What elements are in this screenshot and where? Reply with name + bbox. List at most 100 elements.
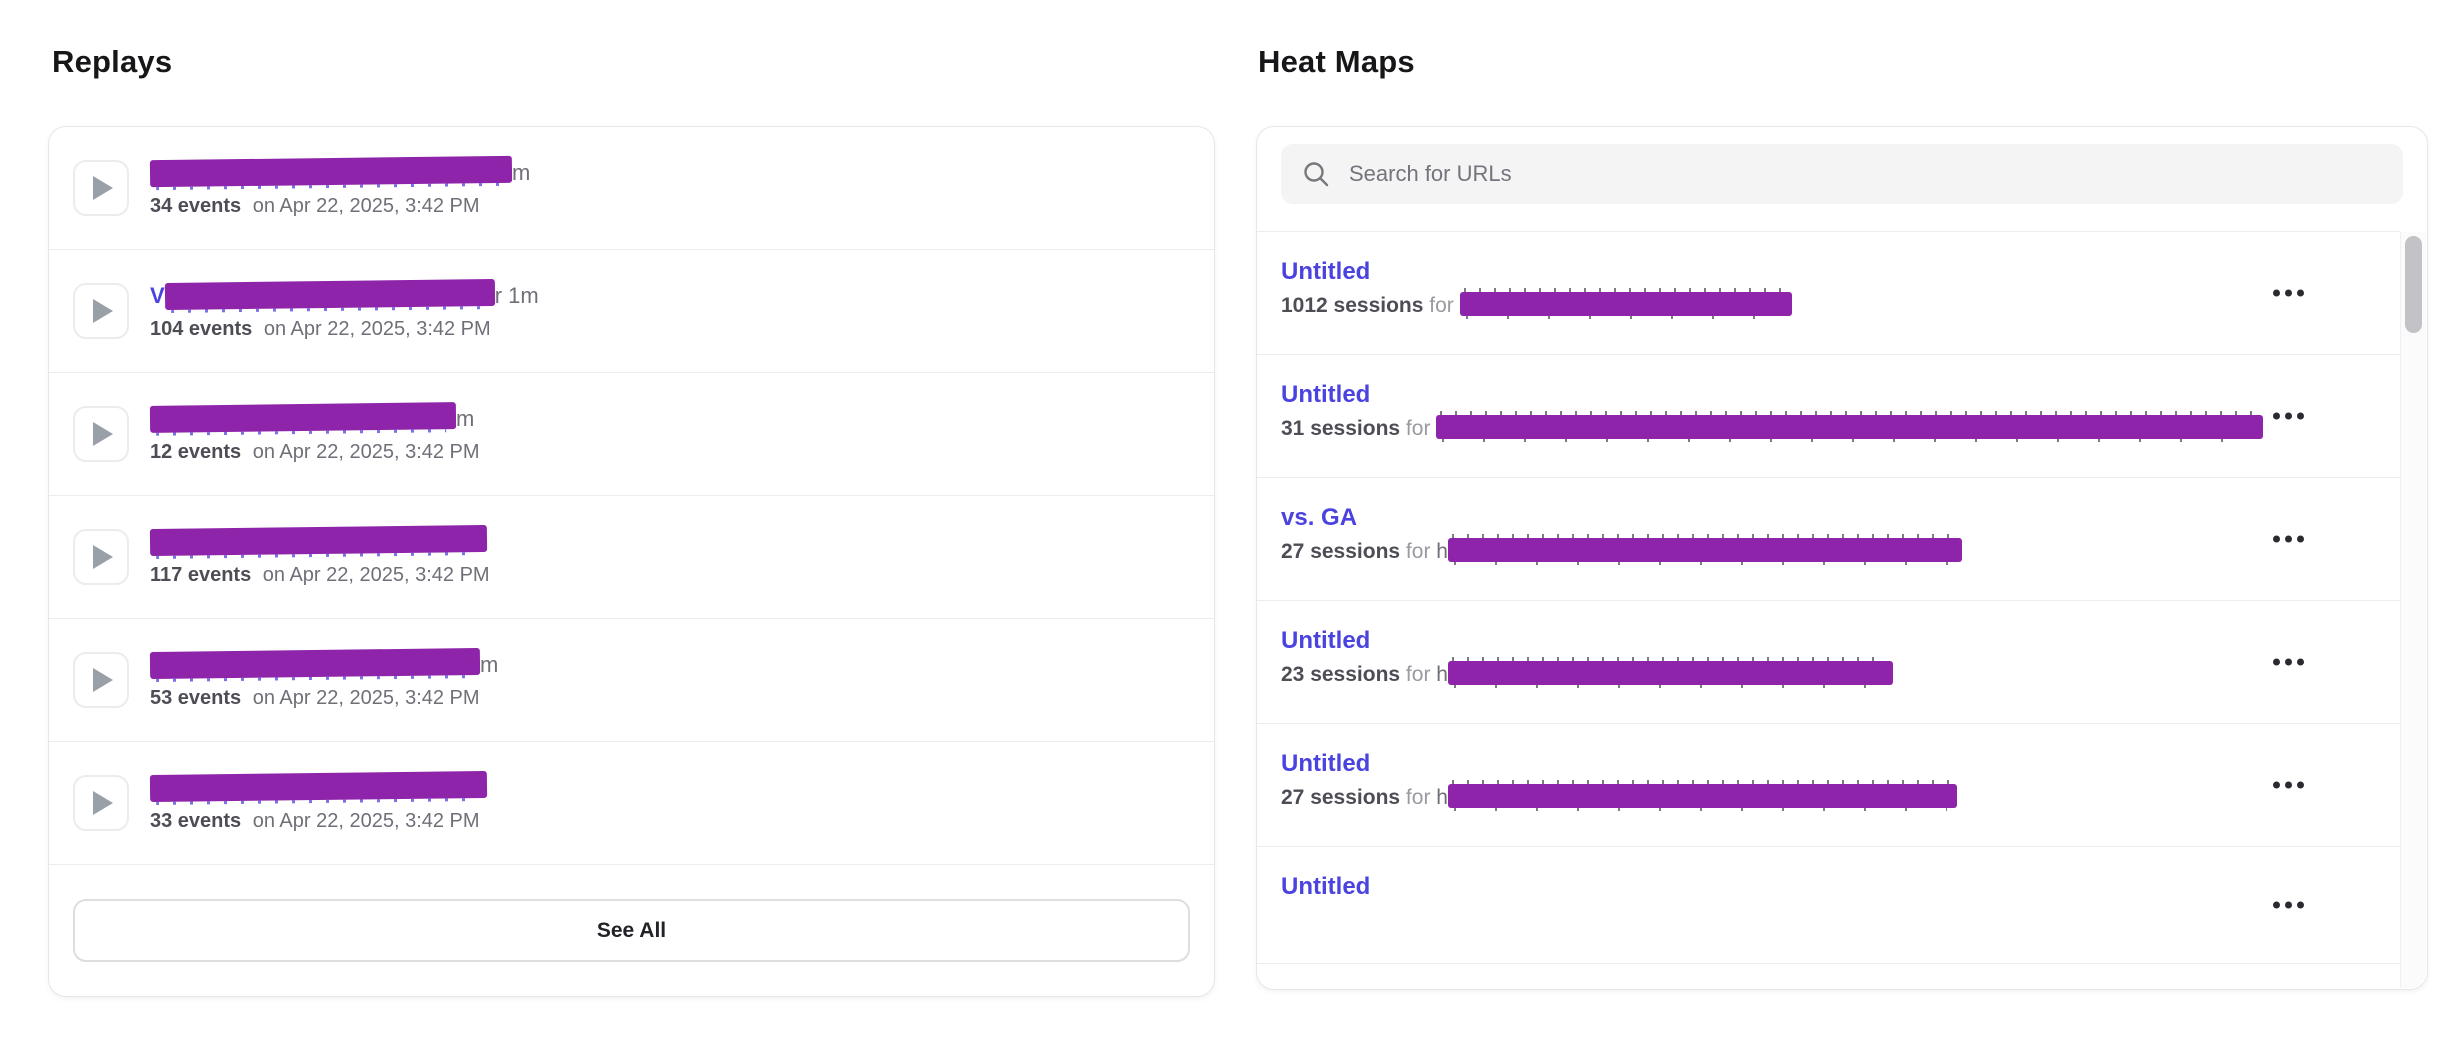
- url-fragment: h: [1436, 540, 1448, 563]
- replay-timestamp: on Apr 22, 2025, 3:42 PM: [257, 564, 490, 586]
- redacted-url: [1447, 534, 1962, 566]
- heatmap-row: Untitled 27 sessions for h: [1257, 724, 2400, 847]
- search-box[interactable]: [1281, 144, 2403, 204]
- search-urls-input[interactable]: [1347, 160, 2383, 188]
- replay-row: m 12 events on Apr 22, 2025, 3:42 PM: [49, 373, 1214, 496]
- heatmaps-section-title: Heat Maps: [1258, 44, 1415, 79]
- play-button[interactable]: [73, 283, 129, 339]
- play-button[interactable]: [73, 652, 129, 708]
- replay-meta: 104 events on Apr 22, 2025, 3:42 PM: [150, 318, 1190, 341]
- heatmaps-card: Untitled 1012 sessions for Untitled 31 ses…: [1256, 126, 2428, 990]
- heatmap-row: Untitled: [1257, 847, 2400, 964]
- row-menu-button[interactable]: [2265, 651, 2312, 674]
- heatmaps-scrollbar-track[interactable]: [2400, 232, 2426, 988]
- for-label: for: [1400, 786, 1437, 809]
- replay-meta: 53 events on Apr 22, 2025, 3:42 PM: [150, 687, 1190, 710]
- row-menu-button[interactable]: [2265, 528, 2312, 551]
- heatmap-meta: 27 sessions for h: [1281, 534, 2280, 566]
- ellipsis-icon: [2273, 535, 2280, 543]
- replay-timestamp: on Apr 22, 2025, 3:42 PM: [247, 195, 480, 217]
- ellipsis-icon: [2285, 658, 2292, 666]
- ellipsis-icon: [2297, 412, 2304, 420]
- replay-timestamp: on Apr 22, 2025, 3:42 PM: [247, 441, 480, 463]
- for-label: for: [1400, 540, 1437, 563]
- replay-text: m 34 events on Apr 22, 2025, 3:42 PM: [149, 155, 1190, 218]
- for-label: for: [1423, 294, 1460, 317]
- heatmap-name-link[interactable]: Untitled: [1281, 750, 1371, 777]
- heatmap-name-link[interactable]: Untitled: [1281, 627, 1371, 654]
- row-menu-button[interactable]: [2265, 282, 2312, 305]
- replay-visitor-line: m: [149, 401, 1190, 434]
- ellipsis-icon: [2297, 658, 2304, 666]
- replay-event-count: 12 events: [150, 441, 242, 463]
- play-button[interactable]: [73, 160, 129, 216]
- see-all-button[interactable]: See All: [73, 899, 1190, 962]
- replay-visitor-line: m: [149, 155, 1190, 188]
- play-icon: [93, 176, 113, 200]
- ellipsis-icon: [2285, 412, 2292, 420]
- heatmaps-scrollbar-thumb[interactable]: [2405, 236, 2422, 333]
- replay-row: 33 events on Apr 22, 2025, 3:42 PM: [49, 742, 1214, 865]
- replay-row: m 53 events on Apr 22, 2025, 3:42 PM: [49, 619, 1214, 742]
- play-icon: [93, 668, 113, 692]
- play-icon: [93, 791, 113, 815]
- row-menu-button[interactable]: [2265, 405, 2312, 428]
- play-button[interactable]: [73, 529, 129, 585]
- heatmap-name-link[interactable]: Untitled: [1281, 258, 1371, 285]
- redacted-visitor-name: [149, 770, 488, 802]
- replay-text: m 53 events on Apr 22, 2025, 3:42 PM: [149, 647, 1190, 710]
- replay-event-count: 34 events: [150, 195, 242, 217]
- visitor-name-fragment[interactable]: V: [150, 283, 165, 308]
- heatmap-meta: 1012 sessions for: [1281, 288, 2280, 320]
- redacted-visitor-name: [149, 524, 488, 556]
- replays-footer: See All: [49, 865, 1214, 996]
- replay-text: 33 events on Apr 22, 2025, 3:42 PM: [149, 770, 1190, 833]
- heatmap-row: Untitled: [1257, 964, 2400, 989]
- replays-section-title: Replays: [52, 44, 173, 79]
- replay-meta: 33 events on Apr 22, 2025, 3:42 PM: [150, 810, 1190, 833]
- ellipsis-icon: [2297, 289, 2304, 297]
- heatmap-name-link[interactable]: vs. GA: [1281, 504, 1358, 531]
- replay-timestamp: on Apr 22, 2025, 3:42 PM: [247, 810, 480, 832]
- heatmap-name-link[interactable]: Untitled: [1281, 381, 1371, 408]
- row-menu-button[interactable]: [2265, 774, 2312, 797]
- replay-visitor-line: [149, 770, 1190, 803]
- redacted-url: [1436, 411, 2264, 443]
- ellipsis-icon: [2285, 901, 2292, 909]
- ellipsis-icon: [2285, 535, 2292, 543]
- ellipsis-icon: [2273, 289, 2280, 297]
- ellipsis-icon: [2273, 412, 2280, 420]
- heatmap-meta: 23 sessions for h: [1281, 657, 2280, 689]
- replay-row: 117 events on Apr 22, 2025, 3:42 PM: [49, 496, 1214, 619]
- ellipsis-icon: [2273, 901, 2280, 909]
- heatmap-row: Untitled 1012 sessions for: [1257, 232, 2400, 355]
- ellipsis-icon: [2285, 289, 2292, 297]
- heatmaps-list: Untitled 1012 sessions for Untitled 31 ses…: [1257, 231, 2400, 989]
- visit-duration-fragment: r 1m: [494, 283, 539, 308]
- url-fragment: h: [1436, 663, 1448, 686]
- replay-meta: 12 events on Apr 22, 2025, 3:42 PM: [150, 441, 1190, 464]
- play-button[interactable]: [73, 775, 129, 831]
- redacted-url: [1459, 288, 1792, 320]
- heatmap-name-link[interactable]: Untitled: [1281, 873, 1371, 900]
- heatmap-row: Untitled 23 sessions for h: [1257, 601, 2400, 724]
- heatmap-search: [1281, 144, 2403, 204]
- ellipsis-icon: [2273, 658, 2280, 666]
- heatmap-meta: 31 sessions for: [1281, 411, 2280, 443]
- redacted-visitor-name: [164, 278, 495, 310]
- play-icon: [93, 299, 113, 323]
- ellipsis-icon: [2297, 781, 2304, 789]
- ellipsis-icon: [2273, 781, 2280, 789]
- play-button[interactable]: [73, 406, 129, 462]
- row-menu-button[interactable]: [2265, 894, 2312, 917]
- heatmap-row: vs. GA 27 sessions for h: [1257, 478, 2400, 601]
- heatmap-session-count: 31 sessions: [1281, 417, 1401, 440]
- heatmap-row: Untitled 31 sessions for: [1257, 355, 2400, 478]
- url-fragment: h: [1436, 786, 1448, 809]
- heatmap-session-count: 23 sessions: [1281, 663, 1401, 686]
